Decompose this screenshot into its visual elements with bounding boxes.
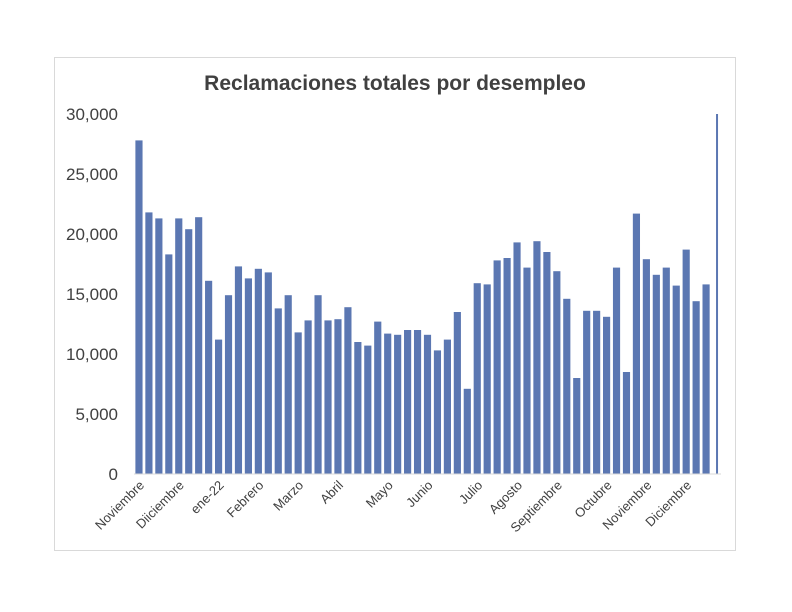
bar xyxy=(583,310,591,474)
bar xyxy=(284,295,292,474)
bar xyxy=(334,319,342,474)
bar xyxy=(135,140,143,474)
bar xyxy=(642,259,650,474)
bar xyxy=(612,267,621,474)
bar xyxy=(563,298,571,474)
bar xyxy=(324,320,332,474)
bar xyxy=(165,254,173,474)
x-tick-label: Febrero xyxy=(224,478,267,521)
bars xyxy=(135,114,719,474)
y-tick-label: 5,000 xyxy=(75,405,118,424)
bar xyxy=(533,241,541,474)
bar xyxy=(702,284,710,474)
bar xyxy=(433,350,442,474)
bar xyxy=(543,252,551,474)
bar xyxy=(593,310,601,474)
bar xyxy=(652,274,660,474)
bar xyxy=(603,316,611,474)
bar xyxy=(573,378,581,474)
bar xyxy=(244,278,252,474)
bar xyxy=(404,330,412,474)
bar xyxy=(145,212,153,474)
bar xyxy=(374,321,382,474)
bar xyxy=(413,330,422,474)
x-tick-label: Mayo xyxy=(363,478,396,511)
bar xyxy=(716,114,719,474)
bar xyxy=(364,345,372,474)
bar xyxy=(205,280,213,474)
bar xyxy=(662,267,670,474)
bar xyxy=(344,307,352,474)
bar xyxy=(254,268,262,474)
bar xyxy=(443,339,451,474)
bar xyxy=(682,249,690,474)
bar xyxy=(354,342,362,474)
bar xyxy=(264,272,272,474)
bar xyxy=(214,339,223,474)
y-axis: 0 5,000 10,000 15,000 20,000 25,000 30,000 xyxy=(66,105,118,484)
bar xyxy=(195,217,203,474)
bar xyxy=(175,218,183,474)
bar xyxy=(423,334,432,474)
y-tick-label: 30,000 xyxy=(66,105,118,124)
x-tick-label: Abril xyxy=(317,477,346,506)
bar xyxy=(473,283,481,474)
bar xyxy=(274,308,282,474)
bar xyxy=(314,295,322,474)
bar xyxy=(384,333,392,474)
bar xyxy=(503,258,511,474)
bar xyxy=(672,285,680,474)
bar xyxy=(523,267,531,474)
bar xyxy=(483,284,491,474)
bar xyxy=(692,301,700,474)
chart-title: Reclamaciones totales por desempleo xyxy=(204,72,586,95)
x-tick-label: ene-22 xyxy=(187,478,226,517)
x-tick-label: Marzo xyxy=(270,478,306,514)
bar xyxy=(294,332,302,474)
y-tick-label: 20,000 xyxy=(66,225,118,244)
x-tick-label: Junio xyxy=(403,478,436,511)
bar xyxy=(632,213,641,474)
bar xyxy=(513,242,521,474)
bar xyxy=(185,229,193,474)
x-tick-label: Julio xyxy=(456,478,486,508)
bar xyxy=(224,295,233,474)
bar xyxy=(304,320,312,474)
y-tick-label: 25,000 xyxy=(66,165,118,184)
y-tick-label: 0 xyxy=(109,465,118,484)
bar xyxy=(453,312,461,474)
bar xyxy=(234,266,243,474)
bar xyxy=(155,218,163,474)
bar xyxy=(463,388,471,474)
x-tick-label: Agosto xyxy=(486,478,525,517)
bar xyxy=(394,334,402,474)
y-tick-label: 15,000 xyxy=(66,285,118,304)
bar xyxy=(622,372,631,474)
y-tick-label: 10,000 xyxy=(66,345,118,364)
bar xyxy=(493,260,501,474)
bar xyxy=(553,271,561,474)
